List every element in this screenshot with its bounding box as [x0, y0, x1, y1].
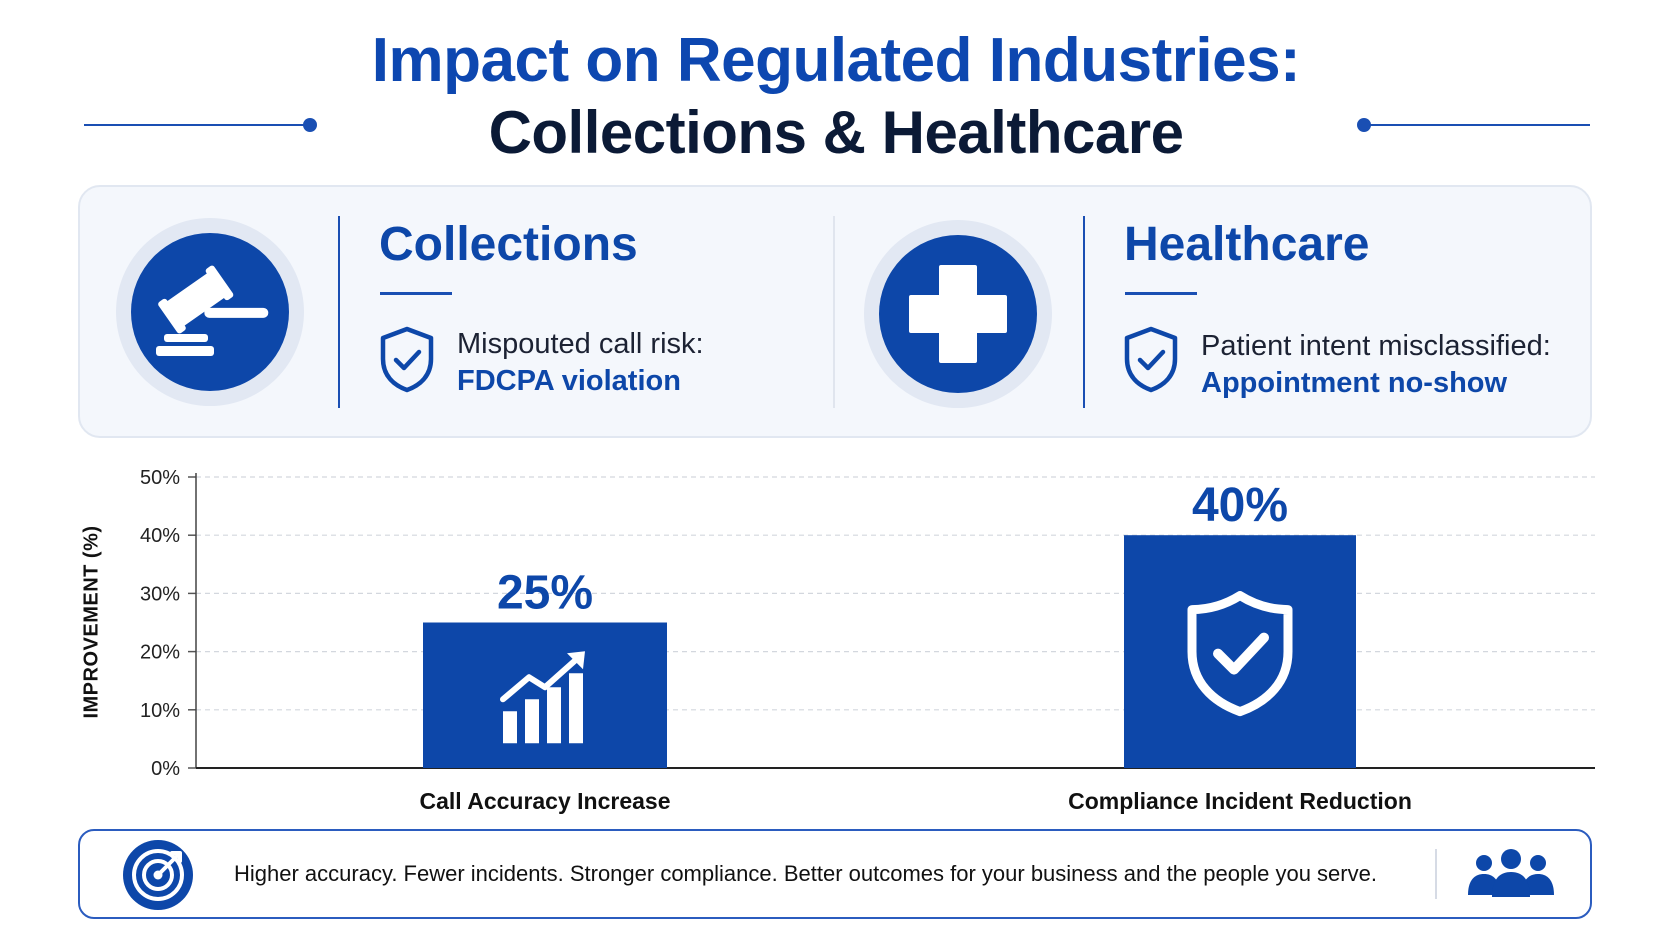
page-title: Impact on Regulated Industries: — [371, 26, 1301, 95]
shield-check-icon — [380, 326, 434, 393]
page-subtitle: Collections & Healthcare — [488, 99, 1184, 166]
y-tick-label: 50% — [140, 467, 180, 489]
industries-panel — [78, 185, 1592, 438]
bar-2 — [1124, 535, 1356, 768]
x-category-label: Compliance Incident Reduction — [1068, 788, 1412, 814]
bar-value-label: 25% — [497, 567, 593, 620]
x-category-label: Call Accuracy Increase — [419, 788, 670, 814]
trending-up-icon — [500, 651, 585, 744]
people-group-icon — [1468, 849, 1554, 897]
healthcare-risk-value: Appointment no-show — [1201, 367, 1508, 399]
healthcare-icon-badge — [864, 220, 1052, 408]
healthcare-divider — [1083, 216, 1085, 408]
footer-divider — [1435, 849, 1437, 899]
title-decoration-right-line — [1364, 124, 1590, 126]
healthcare-title: Healthcare — [1124, 218, 1370, 271]
panel-center-divider — [833, 216, 835, 408]
footer-message: Higher accuracy. Fewer incidents. Strong… — [234, 861, 1377, 886]
y-tick-label: 30% — [140, 583, 180, 605]
collections-divider — [338, 216, 340, 408]
healthcare-risk-label: Patient intent misclassified: — [1201, 330, 1551, 362]
shield-check-icon — [1187, 591, 1293, 717]
title-decoration-left-line — [84, 124, 310, 126]
collections-risk-value: FDCPA violation — [457, 365, 681, 397]
collections-title: Collections — [379, 218, 638, 271]
collections-title-underline — [380, 292, 452, 295]
medical-cross-icon — [909, 265, 1007, 363]
footer-banner: Higher accuracy. Fewer incidents. Strong… — [78, 829, 1592, 919]
bar-value-label: 40% — [1192, 479, 1288, 532]
improvement-bar-chart: 0% 10% 20% 30% 40% 50% 25% Call Accuracy Increa… — [140, 467, 1595, 814]
title-decoration-left-dot — [303, 118, 317, 132]
collections-risk-label: Mispouted call risk: — [457, 328, 704, 360]
healthcare-title-underline — [1125, 292, 1197, 295]
target-icon — [123, 840, 193, 910]
shield-check-icon — [1124, 326, 1178, 393]
collections-icon-badge — [116, 218, 304, 406]
y-tick-label: 20% — [140, 642, 180, 664]
y-tick-label: 40% — [140, 525, 180, 547]
gavel-icon — [156, 265, 269, 356]
bar-1 — [423, 622, 667, 768]
y-tick-label: 10% — [140, 700, 180, 722]
y-tick-label: 0% — [151, 758, 180, 780]
